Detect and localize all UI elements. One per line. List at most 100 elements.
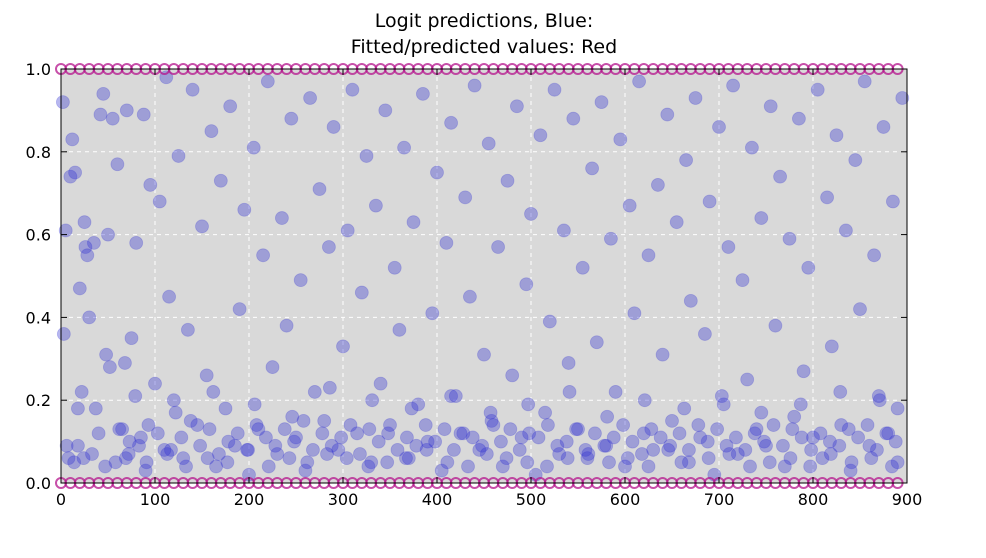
- blue-point: [759, 438, 773, 453]
- blue-point: [677, 401, 692, 416]
- blue-point: [171, 149, 186, 163]
- blue-point: [559, 434, 574, 449]
- blue-point: [803, 459, 818, 474]
- blue-point: [853, 302, 867, 317]
- blue-point: [698, 327, 712, 341]
- blue-point: [495, 459, 510, 474]
- blue-point: [801, 260, 816, 275]
- blue-point: [683, 293, 698, 308]
- blue-point: [439, 235, 454, 250]
- blue-point: [860, 418, 875, 432]
- blue-point: [839, 223, 853, 238]
- blue-point: [702, 194, 717, 209]
- blue-point: [411, 397, 426, 412]
- blue-point: [636, 426, 651, 441]
- blue-point: [212, 447, 226, 461]
- blue-point: [867, 248, 881, 263]
- blue-point: [813, 426, 828, 441]
- blue-point: [777, 459, 792, 474]
- x-tick-label: 400: [422, 490, 453, 509]
- blue-point: [851, 430, 866, 445]
- blue-point: [268, 438, 283, 453]
- blue-point: [397, 140, 412, 155]
- blue-point: [96, 86, 111, 101]
- series-blue: [55, 70, 910, 482]
- blue-point: [87, 235, 101, 250]
- blue-point: [472, 442, 487, 457]
- blue-point: [185, 82, 200, 97]
- blue-point: [420, 434, 435, 449]
- blue-point: [303, 91, 318, 105]
- blue-point: [317, 413, 332, 428]
- blue-point: [521, 397, 536, 412]
- blue-point: [444, 115, 459, 130]
- chart-title-line-1: Logit predictions, Blue:: [374, 10, 594, 32]
- blue-point: [241, 442, 255, 457]
- blue-point: [77, 215, 92, 230]
- blue-point: [108, 455, 123, 470]
- blue-point: [635, 447, 649, 461]
- blue-point: [105, 111, 120, 126]
- y-tick-label: 0.8: [26, 143, 51, 162]
- blue-point: [98, 459, 113, 474]
- blue-point: [387, 260, 402, 275]
- blue-point: [67, 455, 82, 470]
- x-tick-label: 100: [140, 490, 171, 509]
- blue-point: [232, 302, 247, 317]
- grid: [61, 69, 907, 483]
- blue-point: [824, 339, 839, 354]
- blue-point: [354, 285, 369, 300]
- blue-point: [440, 455, 455, 470]
- blue-point: [566, 111, 581, 126]
- blue-point: [251, 422, 266, 437]
- blue-point: [589, 335, 604, 350]
- blue-point: [240, 442, 255, 457]
- blue-point: [886, 194, 900, 209]
- blue-point: [300, 455, 315, 470]
- blue-point: [237, 202, 252, 217]
- blue-point: [56, 327, 71, 341]
- blue-point: [794, 430, 809, 445]
- blue-point: [223, 99, 238, 114]
- blue-point: [415, 86, 430, 101]
- blue-point: [787, 409, 802, 424]
- blue-point: [136, 107, 151, 122]
- blue-point: [655, 347, 670, 362]
- blue-point: [353, 447, 367, 461]
- blue-point: [458, 190, 473, 205]
- blue-point: [575, 260, 590, 275]
- blue-point: [392, 322, 407, 337]
- blue-point: [359, 149, 374, 163]
- blue-point: [810, 82, 825, 97]
- blue-point: [230, 426, 245, 441]
- x-tick-label: 900: [892, 490, 923, 509]
- blue-point: [743, 459, 757, 474]
- blue-point: [364, 455, 379, 470]
- y-tick-label: 1.0: [26, 60, 51, 79]
- blue-point: [561, 356, 576, 370]
- blue-point: [514, 430, 529, 445]
- blue-point: [247, 397, 262, 412]
- blue-point: [200, 451, 215, 466]
- blue-point: [285, 409, 300, 424]
- blue-point: [162, 289, 177, 304]
- plot-area: [61, 69, 907, 483]
- blue-point: [176, 451, 191, 466]
- blue-point: [890, 401, 905, 416]
- blue-point: [312, 182, 327, 196]
- blue-point: [510, 99, 524, 114]
- blue-point: [872, 393, 887, 408]
- blue-point: [467, 78, 482, 93]
- blue-point: [606, 430, 621, 445]
- blue-point: [168, 405, 183, 420]
- blue-point: [174, 430, 189, 445]
- blue-point: [484, 413, 499, 428]
- blue-point: [773, 169, 787, 184]
- blue-point: [547, 82, 562, 97]
- x-tick-label: 500: [516, 490, 547, 509]
- blue-point: [72, 281, 87, 296]
- blue-point: [569, 422, 584, 437]
- blue-point: [282, 451, 297, 466]
- blue-point: [249, 418, 264, 432]
- blue-point: [132, 438, 146, 453]
